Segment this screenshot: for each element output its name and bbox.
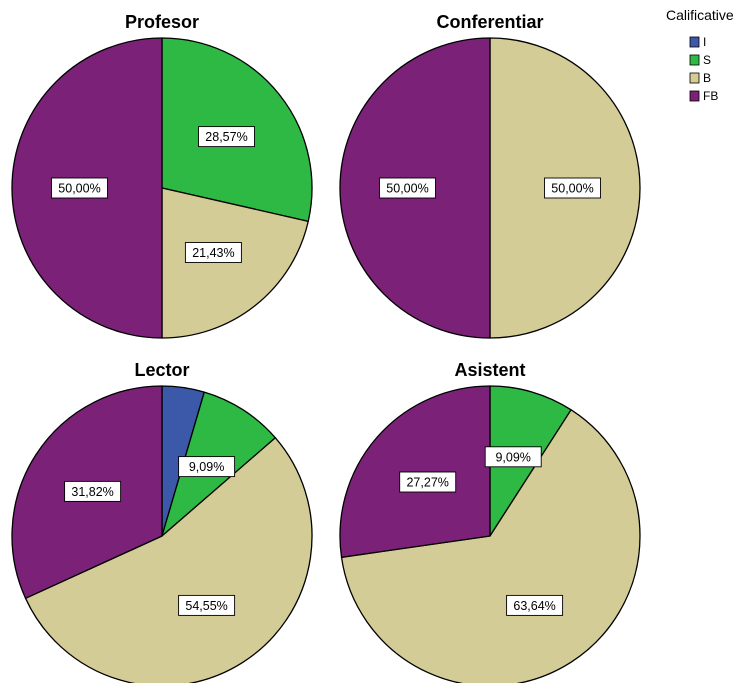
slice-label-box (484, 446, 542, 468)
slice-label-text: 50,00% (551, 182, 593, 196)
slice-label-box (399, 471, 457, 493)
slice-label-box (184, 242, 242, 263)
slice-label-text: 50,00% (58, 182, 100, 196)
slice-percent-label: 9,09% (484, 446, 542, 468)
pie-title: Lector (134, 360, 189, 380)
legend-label-fb: FB (703, 89, 718, 103)
slice-label-text: 27,27% (406, 476, 448, 490)
pie-slice-b (340, 409, 641, 683)
pie-asistent: Asistent 9,09% 63,64% 27,27% (339, 360, 641, 683)
slice-percent-label: 21,43% (184, 242, 242, 263)
slice-label-box (544, 177, 601, 199)
slice-label-text: 63,64% (513, 599, 555, 613)
slice-label-box (379, 177, 436, 199)
slice-label-box (51, 177, 108, 199)
legend-label-i: I (703, 35, 706, 49)
slice-label-text: 28,57% (205, 130, 247, 144)
slice-label-text: 31,82% (71, 485, 113, 499)
slice-label-text: 50,00% (386, 182, 428, 196)
pie-charts-group: Profesor 28,57% 21,43% 50,00% Conferentiar 50… (11, 12, 641, 683)
slice-label-text: 21,43% (192, 246, 234, 260)
pie-profesor: Profesor 28,57% 21,43% 50,00% (11, 12, 313, 339)
legend-swatch-b (689, 72, 700, 84)
legend-title: Calificative (666, 7, 734, 23)
legend-swatch-i (689, 36, 700, 48)
pie-title: Profesor (125, 12, 199, 32)
pie-lector: Lector 9,09% 54,55% 31,82% (11, 360, 313, 683)
legend-swatch-fb (689, 90, 700, 102)
slice-percent-label: 28,57% (198, 126, 255, 148)
pie-title: Asistent (454, 360, 525, 380)
slice-percent-label: 50,00% (51, 177, 108, 199)
pie-slice-b (161, 187, 309, 339)
slice-percent-label: 31,82% (64, 480, 122, 502)
slice-label-text: 9,09% (189, 460, 224, 474)
slice-label-box (506, 594, 564, 616)
slice-percent-label: 63,64% (506, 594, 564, 616)
slice-percent-label: 54,55% (178, 594, 236, 616)
slice-percent-label: 9,09% (178, 456, 236, 478)
pie-slice-b (24, 437, 313, 683)
slice-percent-label: 27,27% (399, 471, 457, 493)
legend-label-s: S (703, 53, 711, 67)
slice-percent-label: 50,00% (379, 177, 436, 199)
slice-label-box (178, 594, 236, 616)
slice-label-text: 9,09% (495, 450, 530, 464)
slice-label-box (198, 126, 255, 148)
slice-label-text: 54,55% (185, 599, 227, 613)
pie-conferentiar: Conferentiar 50,00% 50,00% (339, 12, 641, 339)
slice-label-box (178, 456, 236, 478)
slice-label-box (64, 480, 122, 502)
slice-percent-label: 50,00% (544, 177, 601, 199)
legend-swatch-s (689, 54, 700, 66)
legend: Calificative I S B FB (666, 7, 734, 103)
pie-title: Conferentiar (436, 12, 543, 32)
legend-label-b: B (703, 71, 711, 85)
